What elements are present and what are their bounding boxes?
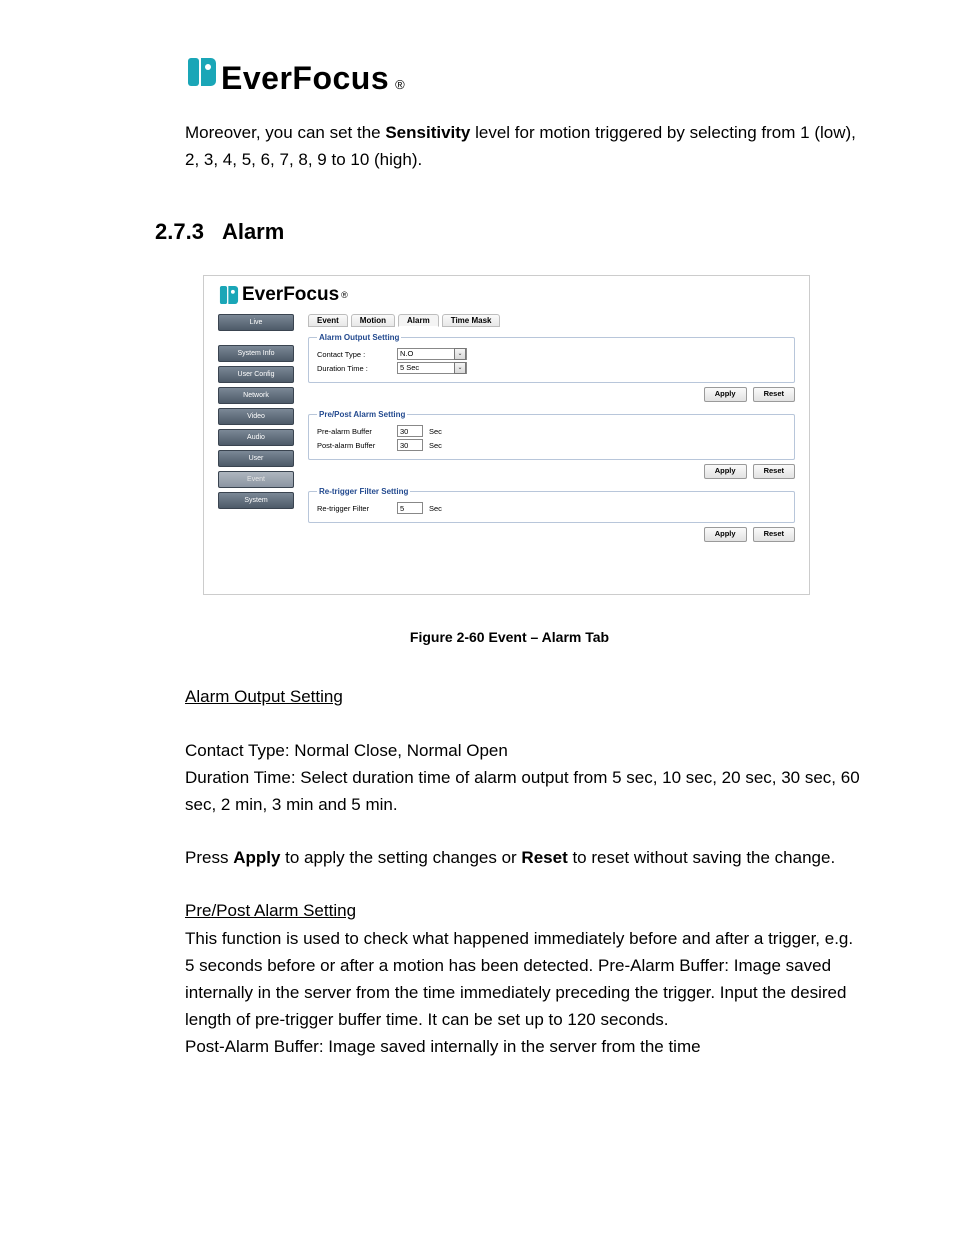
fieldset-retrigger: Re-trigger Filter Setting Re-trigger Fil…	[308, 487, 795, 523]
reset-button-3[interactable]: Reset	[753, 527, 795, 542]
text-press-c: to reset without saving the change.	[568, 848, 835, 867]
screenshot-frame: EverFocus ® Live System Info User Config…	[203, 275, 810, 595]
text-contact-type: Contact Type: Normal Close, Normal Open	[185, 737, 864, 764]
tab-motion[interactable]: Motion	[351, 314, 395, 327]
reset-button-2[interactable]: Reset	[753, 464, 795, 479]
mini-brand-name: EverFocus	[242, 284, 339, 306]
text-reset: Reset	[521, 848, 567, 867]
unit-sec-2: Sec	[429, 441, 442, 450]
brand-name: EverFocus	[221, 60, 389, 97]
text-apply: Apply	[233, 848, 280, 867]
mini-brand: EverFocus ®	[218, 284, 795, 306]
tab-alarm[interactable]: Alarm	[398, 314, 439, 327]
section-heading: 2.7.3 Alarm	[155, 219, 864, 245]
apply-button-3[interactable]: Apply	[704, 527, 747, 542]
sidebar-item-network[interactable]: Network	[218, 387, 294, 404]
legend-alarm-output: Alarm Output Setting	[317, 333, 401, 342]
input-pre-buffer[interactable]: 30	[397, 425, 423, 437]
sidebar-item-system[interactable]: System	[218, 492, 294, 509]
sidebar-item-audio[interactable]: Audio	[218, 429, 294, 446]
tab-event[interactable]: Event	[308, 314, 348, 327]
intro-text-a: Moreover, you can set the	[185, 123, 385, 142]
fieldset-prepost: Pre/Post Alarm Setting Pre-alarm Buffer …	[308, 410, 795, 460]
chevron-down-icon: ⌄	[454, 348, 466, 360]
input-post-buffer[interactable]: 30	[397, 439, 423, 451]
sidebar-item-live[interactable]: Live	[218, 314, 294, 331]
unit-sec-3: Sec	[429, 504, 442, 513]
sidebar-item-video[interactable]: Video	[218, 408, 294, 425]
sidebar: Live System Info User Config Network Vid…	[218, 314, 294, 550]
label-duration-time: Duration Time :	[317, 364, 391, 373]
text-press-a: Press	[185, 848, 233, 867]
tab-timemask[interactable]: Time Mask	[442, 314, 501, 327]
mini-brand-icon	[218, 284, 240, 306]
select-duration-time-value: 5 Sec	[400, 362, 419, 374]
apply-button-1[interactable]: Apply	[704, 387, 747, 402]
tabs: Event Motion Alarm Time Mask	[308, 314, 795, 327]
label-post-buffer: Post-alarm Buffer	[317, 441, 391, 450]
legend-retrigger: Re-trigger Filter Setting	[317, 487, 410, 496]
text-duration-time: Duration Time: Select duration time of a…	[185, 764, 864, 818]
unit-sec-1: Sec	[429, 427, 442, 436]
label-contact-type: Contact Type :	[317, 350, 391, 359]
reset-button-1[interactable]: Reset	[753, 387, 795, 402]
fieldset-alarm-output: Alarm Output Setting Contact Type : N.O …	[308, 333, 795, 383]
heading-alarm-output: Alarm Output Setting	[185, 687, 343, 706]
select-contact-type[interactable]: N.O ⌄	[397, 348, 467, 360]
section-title: Alarm	[222, 219, 284, 244]
text-prepost-body: This function is used to check what happ…	[185, 925, 864, 1034]
mini-brand-registered: ®	[341, 290, 348, 300]
chevron-down-icon: ⌄	[454, 362, 466, 374]
input-retrigger[interactable]: 5	[397, 502, 423, 514]
section-number: 2.7.3	[155, 219, 204, 244]
select-contact-type-value: N.O	[400, 348, 413, 360]
intro-sensitivity: Sensitivity	[385, 123, 470, 142]
sidebar-item-systeminfo[interactable]: System Info	[218, 345, 294, 362]
label-pre-buffer: Pre-alarm Buffer	[317, 427, 391, 436]
text-press-b: to apply the setting changes or	[280, 848, 521, 867]
brand-registered: ®	[395, 77, 405, 92]
select-duration-time[interactable]: 5 Sec ⌄	[397, 362, 467, 374]
heading-prepost: Pre/Post Alarm Setting	[185, 901, 356, 920]
brand-logo: EverFocus ®	[185, 55, 864, 97]
label-retrigger: Re-trigger Filter	[317, 504, 391, 513]
figure-caption: Figure 2-60 Event – Alarm Tab	[155, 629, 864, 645]
sidebar-item-user[interactable]: User	[218, 450, 294, 467]
sidebar-item-event[interactable]: Event	[218, 471, 294, 488]
legend-prepost: Pre/Post Alarm Setting	[317, 410, 407, 419]
main-panel: Event Motion Alarm Time Mask Alarm Outpu…	[308, 314, 795, 550]
apply-button-2[interactable]: Apply	[704, 464, 747, 479]
text-postalarm: Post-Alarm Buffer: Image saved internall…	[185, 1033, 864, 1060]
intro-paragraph: Moreover, you can set the Sensitivity le…	[185, 119, 864, 173]
sidebar-item-userconfig[interactable]: User Config	[218, 366, 294, 383]
brand-icon	[185, 55, 219, 89]
